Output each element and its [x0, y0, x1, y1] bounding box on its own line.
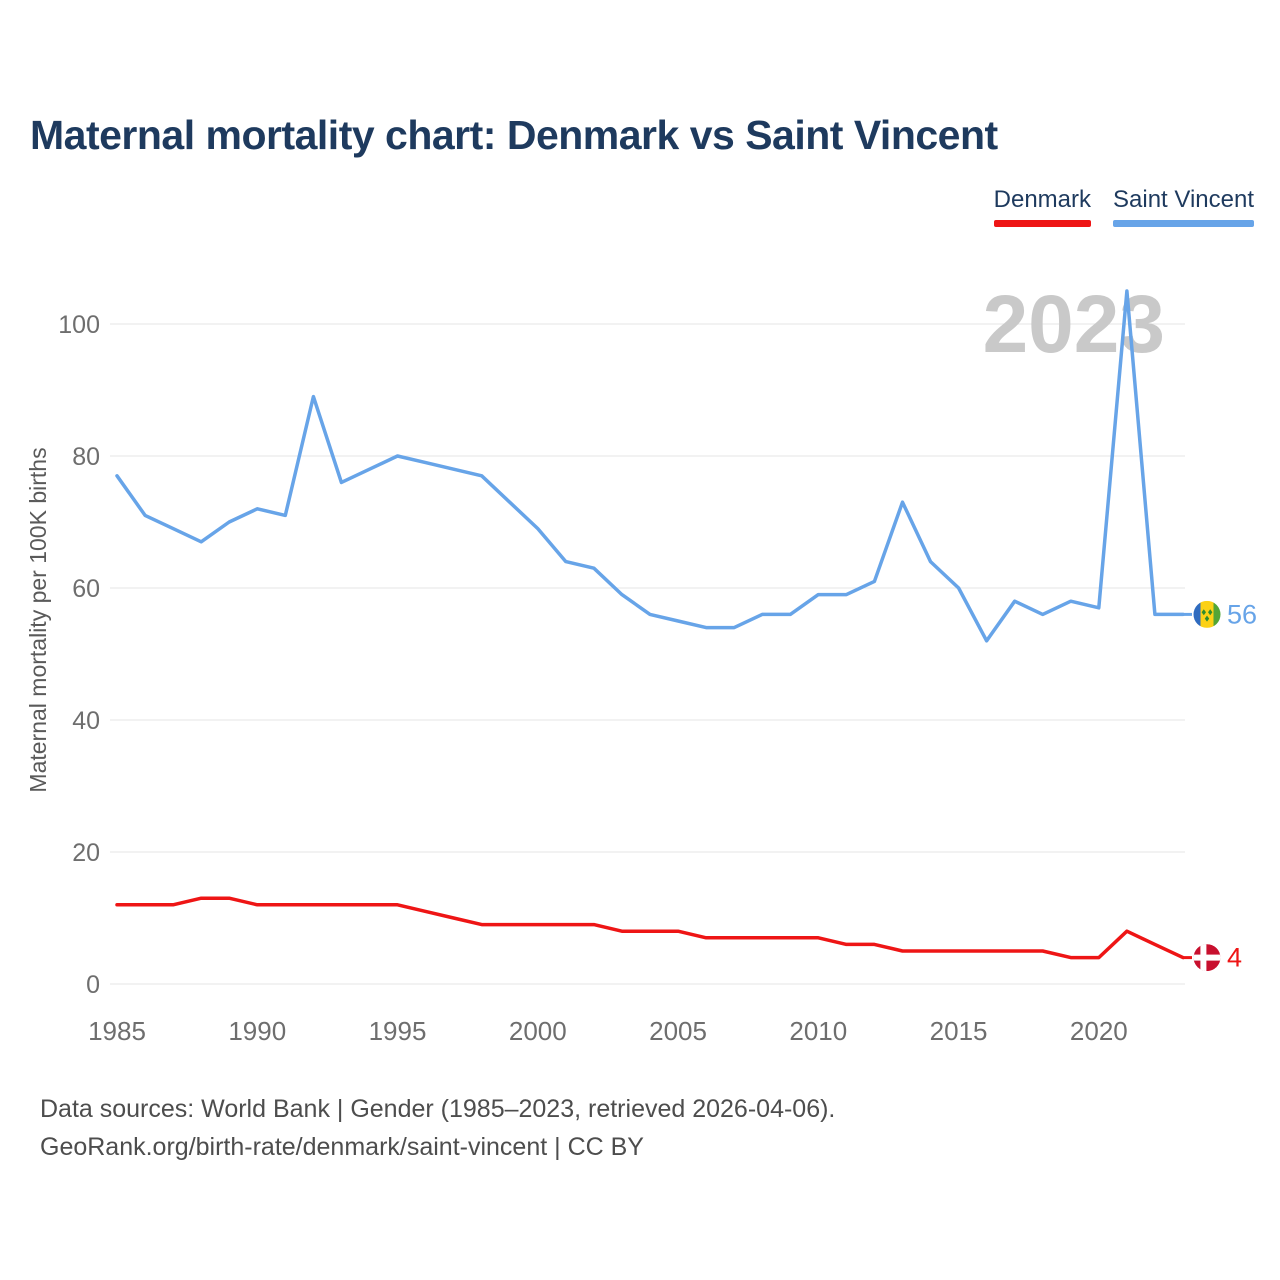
x-tick-label: 2020	[1070, 1016, 1128, 1046]
y-tick-label: 60	[72, 575, 100, 603]
legend-item-denmark[interactable]: Denmark	[993, 186, 1091, 227]
legend-label-saint-vincent: Saint Vincent	[1113, 186, 1254, 213]
x-tick-label: 2010	[789, 1016, 847, 1046]
legend-swatch-denmark	[993, 220, 1091, 227]
license-line: GeoRank.org/birth-rate/denmark/saint-vin…	[40, 1133, 644, 1161]
year-watermark: 2023	[983, 279, 1165, 370]
x-tick-label: 1995	[369, 1016, 427, 1046]
legend-label-denmark: Denmark	[993, 186, 1091, 213]
series-line-saint-vincent	[115, 289, 1185, 643]
x-tick-label: 2000	[509, 1016, 567, 1046]
denmark-flag-icon	[1193, 944, 1221, 972]
y-tick-label: 0	[86, 971, 100, 999]
x-tick-label: 1990	[228, 1016, 286, 1046]
y-tick-label: 80	[72, 443, 100, 471]
legend: Denmark Saint Vincent	[993, 186, 1254, 227]
y-tick-label: 100	[58, 311, 100, 339]
page-title: Maternal mortality chart: Denmark vs Sai…	[30, 112, 998, 158]
x-tick-label: 2005	[649, 1016, 707, 1046]
x-tick-label: 2015	[930, 1016, 988, 1046]
end-value-label-denmark: 4	[1227, 943, 1242, 973]
source-attribution: Data sources: World Bank | Gender (1985–…	[40, 1090, 835, 1166]
end-value-label-saint-vincent: 56	[1227, 599, 1257, 629]
x-tick-label: 1985	[88, 1016, 146, 1046]
legend-item-saint-vincent[interactable]: Saint Vincent	[1113, 186, 1254, 227]
saint-vincent-flag-icon	[1193, 600, 1221, 628]
y-tick-label: 20	[72, 839, 100, 867]
y-tick-label: 40	[72, 707, 100, 735]
y-axis-title: Maternal mortality per 100K births	[25, 447, 51, 792]
legend-swatch-saint-vincent	[1113, 220, 1254, 227]
source-line: Data sources: World Bank | Gender (1985–…	[40, 1095, 836, 1123]
series-line-denmark	[115, 896, 1185, 960]
